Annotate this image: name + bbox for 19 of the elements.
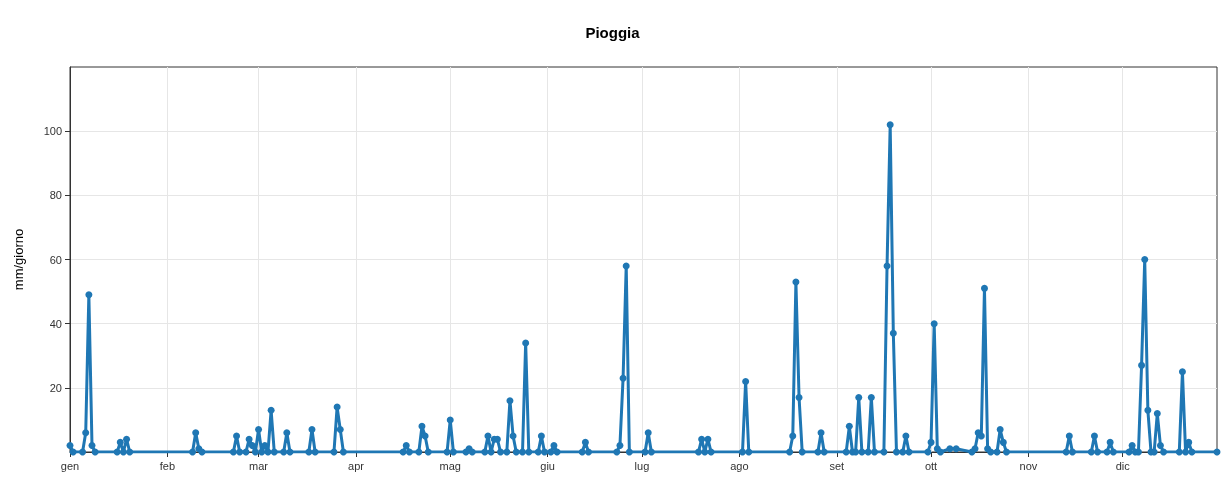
x-tick-label: apr (348, 459, 365, 472)
x-tick-label: feb (159, 459, 176, 472)
y-axis-title: mm/giorno (11, 228, 26, 291)
x-tick-label: dic (1115, 459, 1131, 472)
x-tick-label: lug (634, 459, 650, 472)
y-tick-label: 100 (43, 125, 62, 138)
x-tick-label: mag (439, 459, 461, 472)
x-tick-label: ott (924, 459, 938, 472)
y-tick-label: 60 (49, 253, 62, 266)
y-tick-label: 80 (49, 189, 62, 202)
x-tick-label: giu (540, 459, 555, 472)
x-tick-label: gen (60, 459, 80, 472)
y-tick-label: 40 (49, 317, 62, 330)
x-tick-label: mar (249, 459, 269, 472)
y-tick-label: 20 (49, 381, 62, 394)
x-tick-label: set (829, 459, 845, 472)
x-tick-label: ago (730, 459, 749, 472)
chart-title: Pioggia (585, 24, 641, 41)
x-tick-label: nov (1019, 459, 1038, 472)
